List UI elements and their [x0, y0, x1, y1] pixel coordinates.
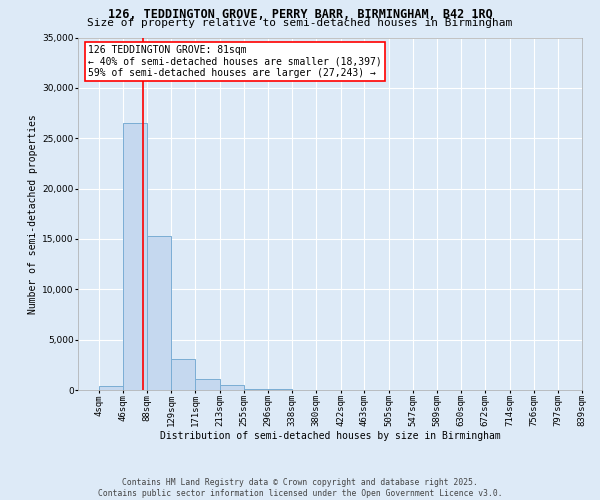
Text: Size of property relative to semi-detached houses in Birmingham: Size of property relative to semi-detach… — [88, 18, 512, 28]
Bar — [147, 236, 171, 390]
Text: 126 TEDDINGTON GROVE: 81sqm
← 40% of semi-detached houses are smaller (18,397)
5: 126 TEDDINGTON GROVE: 81sqm ← 40% of sem… — [88, 44, 382, 78]
Text: 126, TEDDINGTON GROVE, PERRY BARR, BIRMINGHAM, B42 1RQ: 126, TEDDINGTON GROVE, PERRY BARR, BIRMI… — [107, 8, 493, 20]
Bar — [98, 386, 123, 390]
Bar — [244, 389, 268, 390]
Bar — [123, 123, 147, 390]
X-axis label: Distribution of semi-detached houses by size in Birmingham: Distribution of semi-detached houses by … — [160, 430, 500, 440]
Text: Contains HM Land Registry data © Crown copyright and database right 2025.
Contai: Contains HM Land Registry data © Crown c… — [98, 478, 502, 498]
Bar — [195, 380, 220, 390]
Bar — [171, 359, 195, 390]
Y-axis label: Number of semi-detached properties: Number of semi-detached properties — [28, 114, 38, 314]
Bar — [220, 386, 244, 390]
